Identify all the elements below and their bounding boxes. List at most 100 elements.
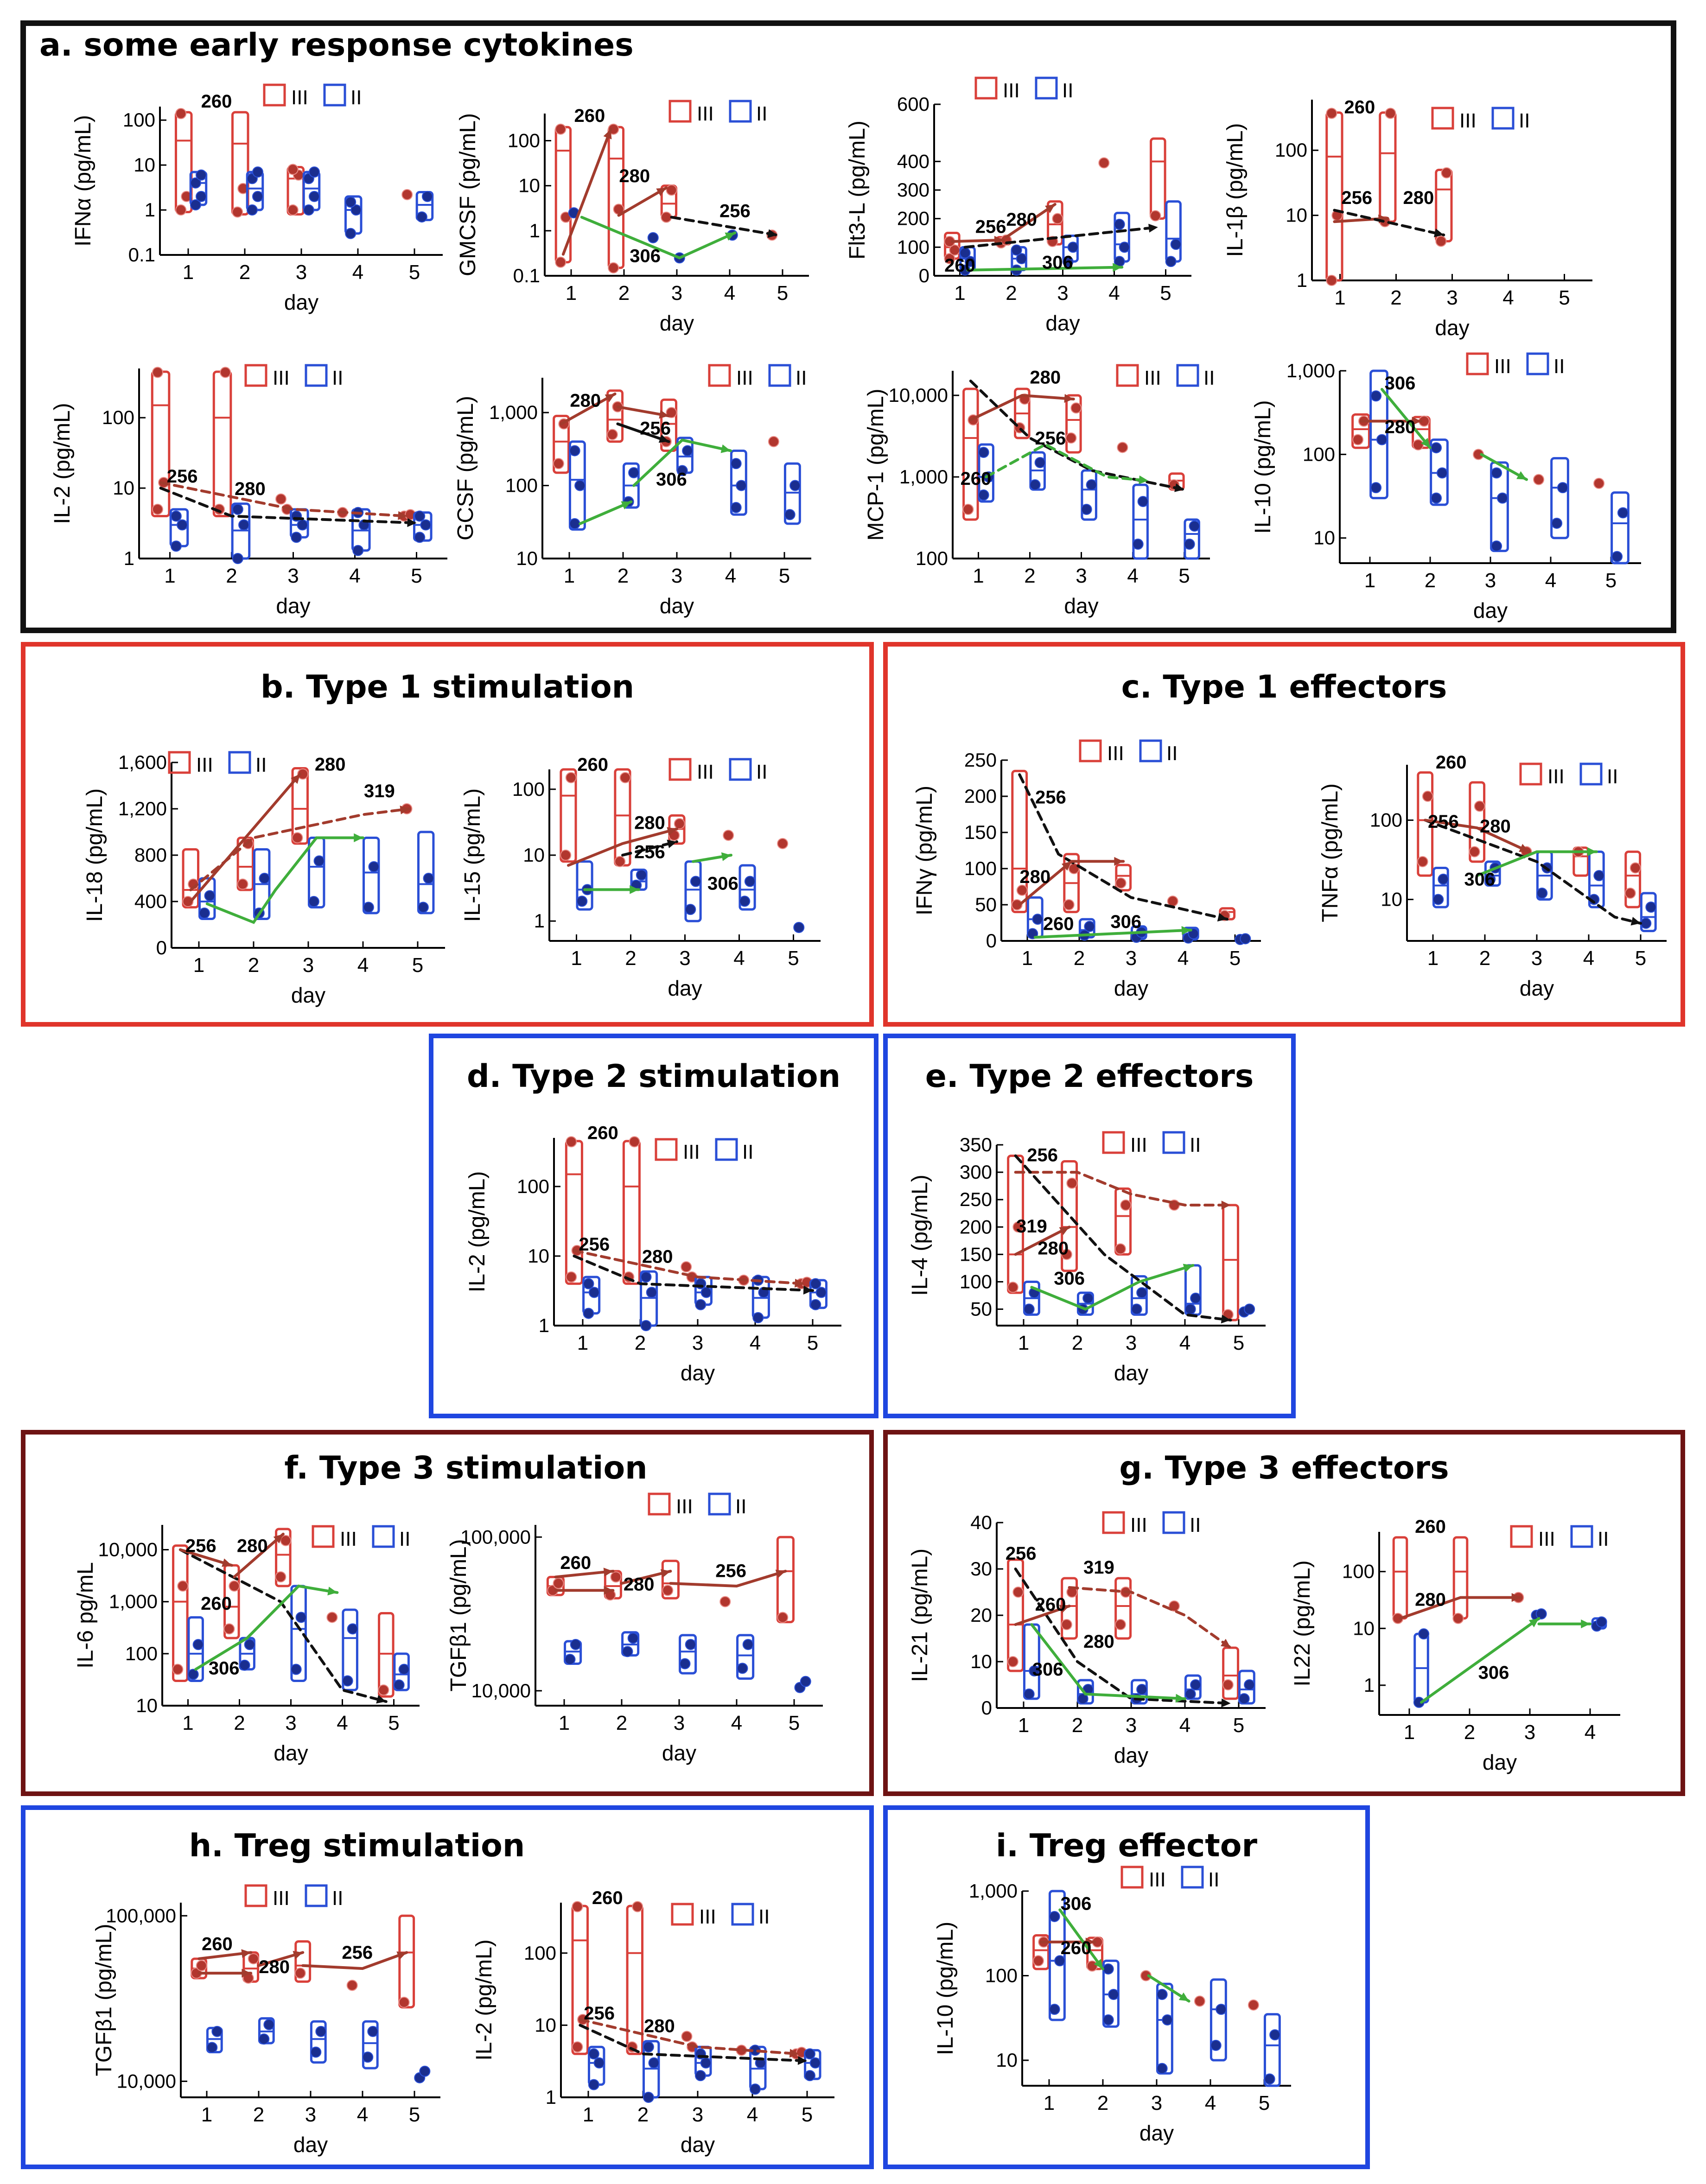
x-tick-label: 3 xyxy=(674,1712,685,1734)
point-group-ii xyxy=(170,540,182,552)
y-tick-label: 300 xyxy=(960,1161,992,1183)
point-group-ii xyxy=(1593,870,1605,882)
y-tick-label: 250 xyxy=(960,1188,992,1210)
trend-annotation: 256 xyxy=(584,2003,615,2024)
trend-arrowhead xyxy=(775,1569,786,1578)
point-group-ii xyxy=(1645,902,1657,913)
y-tick-label: 30 xyxy=(970,1558,992,1580)
legend-label-iii: III xyxy=(697,761,714,783)
legend: III II xyxy=(671,1903,770,1928)
point-group-ii xyxy=(342,1675,353,1687)
point-group-iii xyxy=(1326,275,1337,286)
box-group-ii xyxy=(1550,457,1569,540)
point-group-ii xyxy=(1240,933,1251,945)
trend-annotation: 306 xyxy=(1054,1268,1085,1289)
trend-arrowhead xyxy=(603,129,612,140)
legend: III II xyxy=(708,364,807,389)
trend-arrowhead xyxy=(1421,438,1430,448)
trend-line xyxy=(579,500,633,525)
panel-frame-b xyxy=(21,642,874,1027)
x-tick-label: 4 xyxy=(1127,565,1138,587)
point-group-iii xyxy=(553,1578,564,1589)
y-tick-label: 0 xyxy=(986,930,997,952)
box-group-ii xyxy=(1184,518,1200,560)
x-tick-label: 1 xyxy=(954,282,965,305)
point-group-ii xyxy=(730,458,742,470)
y-axis-label: IL-18 (pg/mL) xyxy=(83,788,107,922)
y-tick-label: 10 xyxy=(136,1695,158,1716)
point-group-iii xyxy=(606,429,618,440)
point-group-ii xyxy=(206,2042,218,2053)
trend-annotation: 256 xyxy=(719,201,751,222)
x-tick-label: 2 xyxy=(1006,282,1017,305)
legend: III II xyxy=(312,1525,410,1550)
legend-label-ii: II xyxy=(796,367,807,389)
point-group-iii xyxy=(572,1901,583,1912)
trend-annotation: 256 xyxy=(975,217,1006,237)
box-group-iii xyxy=(565,1140,583,1285)
legend-swatch-ii xyxy=(715,1138,738,1161)
legend: III II xyxy=(668,758,767,783)
legend: III II xyxy=(1431,107,1530,132)
point-group-iii xyxy=(152,503,163,515)
point-group-ii xyxy=(1184,1303,1196,1315)
x-tick-label: 4 xyxy=(733,947,745,970)
point-group-ii xyxy=(1238,1693,1250,1704)
point-group-ii xyxy=(1264,2073,1275,2085)
point-group-iii xyxy=(1624,888,1636,899)
x-tick-label: 5 xyxy=(1160,282,1171,305)
point-group-iii xyxy=(152,367,163,378)
point-group-iii xyxy=(275,1571,286,1583)
trend-arrowhead xyxy=(1516,471,1527,480)
box-group-iii xyxy=(560,768,577,863)
trend-arrowhead xyxy=(721,852,731,861)
legend: III II xyxy=(1102,1511,1201,1536)
point-group-ii xyxy=(291,532,302,543)
x-tick-label: 1 xyxy=(564,565,575,587)
point-group-ii xyxy=(1082,1292,1094,1304)
x-tick-label: 5 xyxy=(789,1712,800,1734)
y-axis-label: TGFβ1 (pg/mL) xyxy=(92,1924,116,2076)
legend-swatch-iii xyxy=(263,83,286,107)
x-tick-label: 4 xyxy=(1502,286,1514,309)
point-group-iii xyxy=(326,1612,338,1623)
trend-annotation: 306 xyxy=(209,1658,240,1678)
trend-arrowhead xyxy=(242,1968,251,1978)
point-group-iii xyxy=(398,1997,410,2008)
point-group-iii xyxy=(248,1953,259,1964)
box-group-iii xyxy=(614,768,631,867)
box-group-ii xyxy=(1165,200,1182,263)
x-tick-label: 1 xyxy=(1334,286,1345,309)
point-group-ii xyxy=(290,1663,302,1675)
y-tick-label: 0 xyxy=(919,265,929,286)
box-group-iii xyxy=(1392,1536,1408,1620)
point-group-iii xyxy=(661,211,672,223)
box-group-iii xyxy=(1114,1187,1132,1256)
point-group-iii xyxy=(1065,432,1077,444)
box-group-ii xyxy=(1432,867,1449,908)
point-group-ii xyxy=(308,896,319,907)
point-group-ii xyxy=(1086,479,1097,491)
trend-arrowhead xyxy=(667,839,677,849)
x-tick-label: 1 xyxy=(577,1332,588,1354)
point-group-ii xyxy=(636,869,647,881)
point-group-ii xyxy=(414,510,426,522)
point-group-ii xyxy=(239,1659,250,1671)
panel-title-c: c. Type 1 effectors xyxy=(1121,669,1447,705)
point-group-iii xyxy=(401,189,413,200)
trend-line xyxy=(194,1584,339,1671)
trend-line xyxy=(985,443,1150,482)
trend-line xyxy=(1014,1154,1232,1322)
point-group-ii xyxy=(1431,492,1442,504)
trend-line xyxy=(1399,1596,1522,1620)
y-tick-label: 800 xyxy=(134,844,167,866)
legend-label-iii: III xyxy=(683,1141,700,1163)
point-group-ii xyxy=(685,1639,696,1651)
point-group-iii xyxy=(175,108,187,120)
box-group-iii xyxy=(231,111,249,216)
point-group-ii xyxy=(809,2057,821,2069)
point-group-ii xyxy=(1491,540,1502,552)
x-axis-label: day xyxy=(1473,598,1508,622)
point-group-ii xyxy=(569,445,580,457)
point-group-ii xyxy=(195,169,207,181)
